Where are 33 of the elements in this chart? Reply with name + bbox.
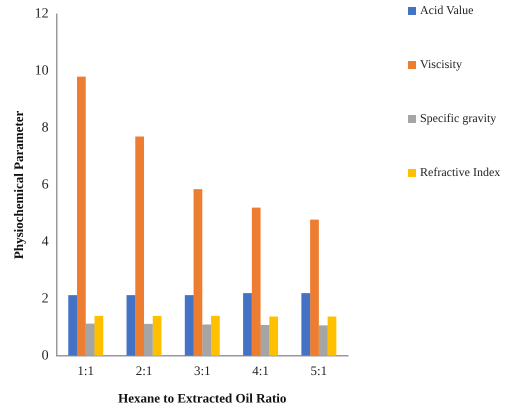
x-axis-title: Hexane to Extracted Oil Ratio xyxy=(118,390,286,406)
bar xyxy=(269,316,278,356)
legend-label: Viscisity xyxy=(420,57,462,72)
y-tick-label: 6 xyxy=(42,178,49,193)
bar xyxy=(301,293,310,356)
bar xyxy=(184,295,194,356)
y-tick-label: 12 xyxy=(34,6,49,22)
bar xyxy=(94,316,104,356)
y-tick-label: 2 xyxy=(42,292,49,307)
x-tick-label: 1:1 xyxy=(77,363,94,378)
bar xyxy=(152,316,162,356)
legend-label: Refractive Index xyxy=(420,165,500,180)
bar xyxy=(211,316,220,356)
x-tick-label: 5:1 xyxy=(310,363,328,378)
bar xyxy=(194,189,202,356)
bar xyxy=(243,293,252,356)
bar xyxy=(77,76,86,356)
bar xyxy=(310,220,319,356)
bar xyxy=(135,136,144,356)
bar xyxy=(126,295,136,356)
x-tick-label: 4:1 xyxy=(252,363,269,378)
y-tick-label: 8 xyxy=(42,120,49,136)
x-tick-label: 3:1 xyxy=(194,363,211,378)
bar xyxy=(68,295,77,356)
y-axis-title: Physiochemical Parameter xyxy=(11,110,26,260)
y-tick-label: 10 xyxy=(34,64,49,79)
y-tick-label: 4 xyxy=(42,234,49,250)
y-tick-label: 0 xyxy=(42,348,49,364)
legend-label: Specific gravity xyxy=(420,111,496,126)
x-tick-label: 2:1 xyxy=(136,363,152,378)
legend-label: Acid Value xyxy=(420,3,474,18)
bar xyxy=(252,208,261,356)
bar xyxy=(328,316,336,356)
